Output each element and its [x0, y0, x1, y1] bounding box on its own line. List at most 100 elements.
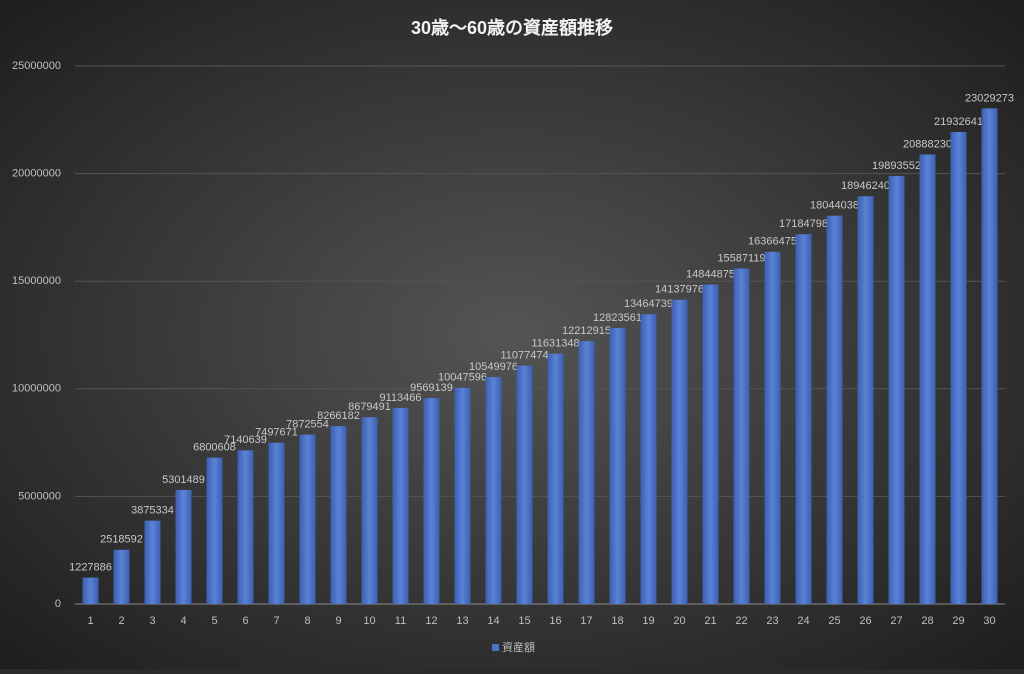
x-tick-label: 19	[642, 615, 654, 627]
data-label: 18946240	[841, 180, 890, 192]
bar	[888, 175, 905, 605]
data-label: 3875334	[131, 505, 174, 517]
bar	[268, 442, 285, 604]
data-label: 13464739	[624, 298, 673, 310]
legend-label: 資産額	[502, 641, 535, 654]
chart-title: 30歳～60歳の資産額推移	[411, 17, 613, 38]
data-label: 11077474	[500, 350, 548, 362]
data-label: 7872554	[286, 418, 329, 430]
bar	[485, 376, 502, 604]
x-tick-label: 13	[456, 615, 468, 627]
x-tick-label: 2	[118, 615, 124, 627]
x-tick-label: 20	[673, 615, 685, 627]
x-tick-label: 17	[580, 615, 592, 627]
y-tick-label: 0	[55, 598, 61, 610]
x-tick-label: 23	[766, 615, 778, 627]
bar	[609, 328, 626, 604]
data-label: 16366475	[748, 236, 797, 248]
x-tick-label: 5	[211, 615, 217, 627]
x-tick-label: 28	[921, 615, 933, 627]
bar	[330, 426, 347, 604]
x-tick-label: 14	[487, 615, 499, 627]
x-tick-label: 9	[335, 615, 341, 627]
x-tick-label: 6	[242, 615, 248, 627]
x-tick-label: 8	[304, 615, 310, 627]
data-label: 10047596	[438, 372, 487, 384]
bar	[640, 314, 657, 604]
x-tick-label: 30	[983, 615, 995, 627]
data-label: 8266182	[317, 410, 360, 422]
data-label: 17184798	[779, 218, 828, 230]
x-tick-label: 12	[425, 615, 437, 627]
bar	[578, 341, 595, 604]
y-tick-label: 20000000	[12, 168, 61, 180]
data-label: 14844875	[686, 268, 735, 280]
data-label: 15587119	[717, 252, 765, 264]
bar	[206, 457, 223, 604]
x-tick-label: 15	[518, 615, 530, 627]
bar	[144, 520, 161, 604]
data-label: 1227886	[69, 561, 112, 573]
bar	[764, 251, 781, 604]
data-label: 9113466	[379, 392, 421, 404]
data-label: 10549976	[469, 361, 518, 373]
bar	[671, 299, 688, 604]
y-tick-label: 5000000	[18, 490, 61, 502]
y-tick-label: 10000000	[12, 383, 61, 395]
bar	[175, 489, 192, 604]
bar	[795, 234, 812, 604]
x-tick-label: 27	[890, 615, 902, 627]
bar	[733, 268, 750, 604]
x-tick-label: 26	[859, 615, 871, 627]
bar	[547, 353, 564, 604]
data-label: 9569139	[410, 382, 453, 394]
x-tick-label: 22	[735, 615, 747, 627]
x-tick-label: 10	[363, 615, 375, 627]
bar	[361, 417, 378, 604]
data-label: 11631348	[531, 338, 579, 350]
data-label: 2518592	[100, 534, 143, 546]
x-tick-label: 21	[704, 615, 716, 627]
data-label: 12823561	[593, 312, 642, 324]
x-tick-label: 25	[828, 615, 840, 627]
bar	[857, 196, 874, 604]
data-label: 12212915	[562, 325, 611, 337]
y-tick-label: 15000000	[12, 275, 61, 287]
data-label: 18044038	[810, 200, 859, 212]
data-label: 19893552	[872, 160, 921, 172]
data-label: 21932641	[934, 116, 983, 128]
bar	[299, 434, 316, 604]
x-tick-label: 29	[952, 615, 964, 627]
x-tick-label: 24	[797, 615, 809, 627]
x-tick-label: 7	[273, 615, 279, 627]
bar	[919, 154, 936, 604]
data-label: 6800608	[193, 442, 236, 454]
data-label: 7497671	[255, 427, 298, 439]
data-label: 20888230	[903, 138, 952, 150]
bar	[981, 108, 998, 605]
x-tick-label: 3	[149, 615, 155, 627]
bar	[113, 549, 130, 604]
bar	[702, 284, 719, 604]
x-tick-label: 16	[549, 615, 561, 627]
legend-swatch	[492, 644, 499, 651]
bar	[392, 407, 409, 604]
bar	[454, 387, 471, 604]
data-label: 5301489	[162, 474, 205, 486]
bar	[950, 132, 967, 604]
x-tick-label: 18	[611, 615, 623, 627]
data-label: 7140639	[224, 434, 267, 446]
y-tick-label: 25000000	[12, 60, 61, 72]
x-tick-label: 4	[180, 615, 186, 627]
x-tick-label: 11	[395, 615, 406, 627]
bar	[516, 365, 533, 604]
data-label: 14137976	[655, 284, 704, 296]
bar	[423, 398, 440, 604]
x-tick-label: 1	[87, 615, 93, 627]
bar	[82, 577, 99, 604]
bar	[237, 450, 254, 604]
data-label: 23029273	[965, 92, 1014, 104]
data-label: 8679491	[348, 401, 391, 413]
